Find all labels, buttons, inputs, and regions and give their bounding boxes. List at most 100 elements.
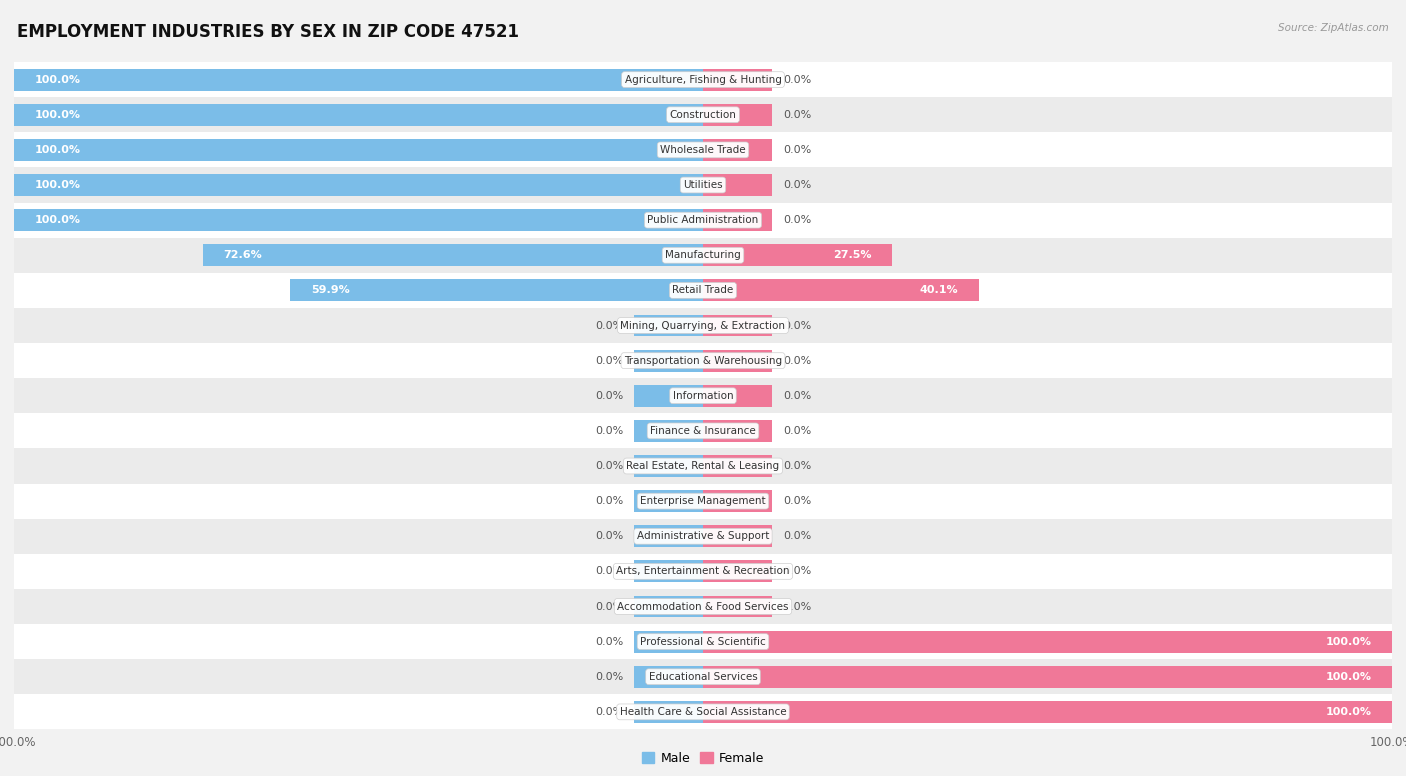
Bar: [14, 104, 703, 126]
Text: 0.0%: 0.0%: [595, 707, 623, 717]
Bar: [14, 174, 703, 196]
Bar: [703, 385, 772, 407]
Text: Wholesale Trade: Wholesale Trade: [661, 145, 745, 155]
Text: Real Estate, Rental & Leasing: Real Estate, Rental & Leasing: [627, 461, 779, 471]
Bar: [634, 631, 703, 653]
Bar: [703, 560, 772, 582]
Bar: [703, 210, 772, 231]
Text: Source: ZipAtlas.com: Source: ZipAtlas.com: [1278, 23, 1389, 33]
Bar: [634, 596, 703, 618]
Text: 100.0%: 100.0%: [1326, 636, 1371, 646]
Bar: [703, 139, 772, 161]
Text: 27.5%: 27.5%: [834, 251, 872, 260]
Text: 0.0%: 0.0%: [783, 496, 811, 506]
Text: 0.0%: 0.0%: [595, 426, 623, 436]
Text: Information: Information: [672, 391, 734, 400]
Text: Agriculture, Fishing & Hunting: Agriculture, Fishing & Hunting: [624, 74, 782, 85]
Text: 100.0%: 100.0%: [1326, 707, 1371, 717]
Text: Utilities: Utilities: [683, 180, 723, 190]
Text: Educational Services: Educational Services: [648, 672, 758, 682]
Bar: [634, 420, 703, 442]
Bar: [290, 279, 703, 301]
Text: 0.0%: 0.0%: [783, 180, 811, 190]
Text: 0.0%: 0.0%: [595, 672, 623, 682]
Bar: [14, 414, 1392, 449]
Bar: [703, 525, 772, 547]
Bar: [703, 420, 772, 442]
Text: 0.0%: 0.0%: [595, 601, 623, 611]
Bar: [14, 624, 1392, 659]
Text: Finance & Insurance: Finance & Insurance: [650, 426, 756, 436]
Bar: [14, 378, 1392, 414]
Text: 100.0%: 100.0%: [35, 74, 80, 85]
Text: Retail Trade: Retail Trade: [672, 286, 734, 296]
Text: Public Administration: Public Administration: [647, 215, 759, 225]
Text: 0.0%: 0.0%: [783, 145, 811, 155]
Bar: [14, 133, 1392, 168]
Text: 100.0%: 100.0%: [1326, 672, 1371, 682]
Bar: [14, 273, 1392, 308]
Bar: [634, 525, 703, 547]
Text: 0.0%: 0.0%: [595, 391, 623, 400]
Bar: [703, 701, 1392, 722]
Bar: [14, 343, 1392, 378]
Text: Administrative & Support: Administrative & Support: [637, 532, 769, 541]
Text: Health Care & Social Assistance: Health Care & Social Assistance: [620, 707, 786, 717]
Bar: [703, 104, 772, 126]
Bar: [14, 62, 1392, 97]
Text: 0.0%: 0.0%: [783, 461, 811, 471]
Text: 0.0%: 0.0%: [783, 391, 811, 400]
Text: 40.1%: 40.1%: [920, 286, 959, 296]
Bar: [634, 666, 703, 688]
Legend: Male, Female: Male, Female: [637, 747, 769, 770]
Bar: [634, 455, 703, 477]
Bar: [14, 203, 1392, 237]
Text: 0.0%: 0.0%: [595, 566, 623, 577]
Text: Construction: Construction: [669, 109, 737, 120]
Text: Transportation & Warehousing: Transportation & Warehousing: [624, 355, 782, 365]
Bar: [703, 314, 772, 337]
Bar: [14, 449, 1392, 483]
Text: 0.0%: 0.0%: [595, 636, 623, 646]
Text: 0.0%: 0.0%: [783, 320, 811, 331]
Text: 72.6%: 72.6%: [224, 251, 263, 260]
Bar: [14, 308, 1392, 343]
Bar: [14, 210, 703, 231]
Text: Arts, Entertainment & Recreation: Arts, Entertainment & Recreation: [616, 566, 790, 577]
Bar: [14, 139, 703, 161]
Bar: [14, 69, 703, 91]
Bar: [634, 314, 703, 337]
Text: 0.0%: 0.0%: [783, 532, 811, 541]
Text: Manufacturing: Manufacturing: [665, 251, 741, 260]
Text: Mining, Quarrying, & Extraction: Mining, Quarrying, & Extraction: [620, 320, 786, 331]
Text: 100.0%: 100.0%: [35, 215, 80, 225]
Bar: [14, 518, 1392, 554]
Bar: [202, 244, 703, 266]
Bar: [634, 350, 703, 372]
Bar: [703, 631, 1392, 653]
Bar: [703, 350, 772, 372]
Text: 0.0%: 0.0%: [595, 532, 623, 541]
Text: 0.0%: 0.0%: [783, 426, 811, 436]
Text: 59.9%: 59.9%: [311, 286, 350, 296]
Bar: [634, 560, 703, 582]
Text: Enterprise Management: Enterprise Management: [640, 496, 766, 506]
Bar: [14, 168, 1392, 203]
Bar: [703, 244, 893, 266]
Text: 100.0%: 100.0%: [35, 180, 80, 190]
Text: 0.0%: 0.0%: [595, 320, 623, 331]
Text: Professional & Scientific: Professional & Scientific: [640, 636, 766, 646]
Bar: [703, 666, 1392, 688]
Bar: [14, 589, 1392, 624]
Text: EMPLOYMENT INDUSTRIES BY SEX IN ZIP CODE 47521: EMPLOYMENT INDUSTRIES BY SEX IN ZIP CODE…: [17, 23, 519, 41]
Bar: [634, 385, 703, 407]
Bar: [703, 490, 772, 512]
Bar: [14, 97, 1392, 133]
Text: 0.0%: 0.0%: [783, 566, 811, 577]
Bar: [703, 279, 979, 301]
Bar: [634, 490, 703, 512]
Text: Accommodation & Food Services: Accommodation & Food Services: [617, 601, 789, 611]
Bar: [14, 554, 1392, 589]
Bar: [703, 69, 772, 91]
Bar: [14, 237, 1392, 273]
